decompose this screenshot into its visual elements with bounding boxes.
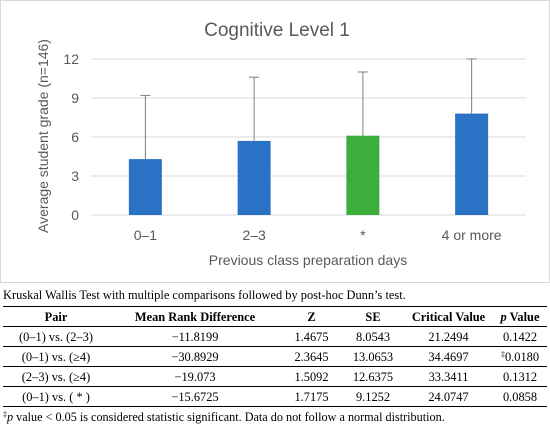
cell-critical-value: 21.2494 [404, 326, 493, 347]
y-tick-label: 6 [71, 129, 79, 145]
cell-z: 1.7175 [281, 386, 342, 407]
cell-z: 1.4675 [281, 326, 342, 347]
header-p-italic: p [500, 309, 507, 324]
significance-mark: ‡ [500, 349, 505, 359]
chart-title: Cognitive Level 1 [204, 20, 350, 41]
bars [128, 113, 489, 215]
table-row: (0–1) vs. ( * ) −15.6725 1.7175 9.1252 2… [3, 386, 547, 407]
cell-pair: (0–1) vs. ( * ) [3, 386, 109, 407]
table-header-row: Pair Mean Rank Difference Z SE Critical … [3, 306, 547, 327]
x-axis-title: Previous class preparation days [209, 252, 407, 268]
bar [237, 140, 271, 215]
cell-se: 9.1252 [342, 386, 404, 407]
x-tick-label: 2–3 [242, 227, 266, 243]
y-tick-label: 12 [63, 51, 79, 67]
p-value: 0.1312 [502, 369, 538, 384]
cell-pair: (0–1) vs. (≥4) [3, 346, 109, 367]
bar [128, 159, 162, 215]
x-tick-label: 4 or more [442, 227, 502, 243]
y-tick-label: 9 [71, 90, 79, 106]
header-z: Z [281, 306, 342, 327]
cell-se: 13.0653 [342, 346, 404, 367]
cell-mean-rank-difference: −30.8929 [109, 346, 281, 367]
table-row: (0–1) vs. (2–3) −11.8199 1.4675 8.0543 2… [3, 326, 547, 347]
cell-mean-rank-difference: −19.073 [109, 366, 281, 387]
y-tick-label: 0 [71, 207, 79, 223]
gridlines [91, 58, 526, 216]
cell-mean-rank-difference: −11.8199 [109, 326, 281, 347]
p-value: 0.0180 [504, 349, 540, 364]
header-pair: Pair [3, 306, 109, 327]
cell-p-value: ‡0.0180 [493, 346, 547, 367]
cell-z: 2.3645 [281, 346, 342, 367]
p-value: 0.0858 [502, 389, 538, 404]
header-p-rest: Value [506, 309, 540, 324]
cell-p-value: 0.0858 [493, 386, 547, 407]
cell-z: 1.5092 [281, 366, 342, 387]
x-tick-label: * [360, 227, 366, 243]
table-row: (0–1) vs. (≥4) −30.8929 2.3645 13.0653 3… [3, 346, 547, 367]
cell-critical-value: 33.3411 [404, 366, 493, 387]
header-se: SE [342, 306, 404, 327]
p-value: 0.1422 [502, 329, 538, 344]
x-tick-label: 0–1 [134, 227, 158, 243]
cell-pair: (2–3) vs. (≥4) [3, 366, 109, 387]
cell-critical-value: 34.4697 [404, 346, 493, 367]
bar [346, 135, 380, 215]
cell-critical-value: 24.0747 [404, 386, 493, 407]
error-bars [140, 58, 477, 160]
header-p-value: p Value [493, 306, 547, 327]
footnote-text: value < 0.05 is considered statistic sig… [13, 410, 445, 424]
dunn-test-table: Pair Mean Rank Difference Z SE Critical … [3, 306, 547, 407]
cell-p-value: 0.1312 [493, 366, 547, 387]
cell-se: 12.6375 [342, 366, 404, 387]
footnote-italic: p [7, 410, 14, 424]
cell-pair: (0–1) vs. (2–3) [3, 326, 109, 347]
cell-mean-rank-difference: −15.6725 [109, 386, 281, 407]
cell-se: 8.0543 [342, 326, 404, 347]
bar-chart: 0 3 6 9 12 0–1 2–3 * 4 or more Cognitive Level 1… [35, 20, 526, 268]
cell-p-value: 0.1422 [493, 326, 547, 347]
chart-panel: 0 3 6 9 12 0–1 2–3 * 4 or more Cognitive Level 1… [0, 0, 550, 283]
tick-labels: 0 3 6 9 12 0–1 2–3 * 4 or more [63, 51, 501, 243]
table-caption: Kruskal Wallis Test with multiple compar… [3, 288, 406, 302]
bar [455, 113, 489, 215]
y-axis-title: Average student grade (n=146) [35, 39, 51, 233]
table-row: (2–3) vs. (≥4) −19.073 1.5092 12.6375 33… [3, 366, 547, 387]
header-critical-value: Critical Value [404, 306, 493, 327]
y-tick-label: 3 [71, 168, 79, 184]
table-footnote: ‡p value < 0.05 is considered statistic … [3, 410, 549, 425]
header-mean-rank-difference: Mean Rank Difference [109, 306, 281, 327]
footnote-mark: ‡ [3, 410, 7, 419]
